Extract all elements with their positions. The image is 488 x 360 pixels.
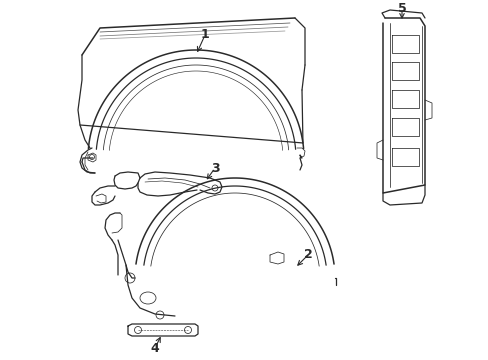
Text: 4: 4: [150, 342, 159, 355]
Text: 3: 3: [210, 162, 219, 175]
Text: 5: 5: [397, 1, 406, 14]
Text: 1: 1: [200, 28, 209, 41]
Text: 2: 2: [303, 248, 312, 261]
